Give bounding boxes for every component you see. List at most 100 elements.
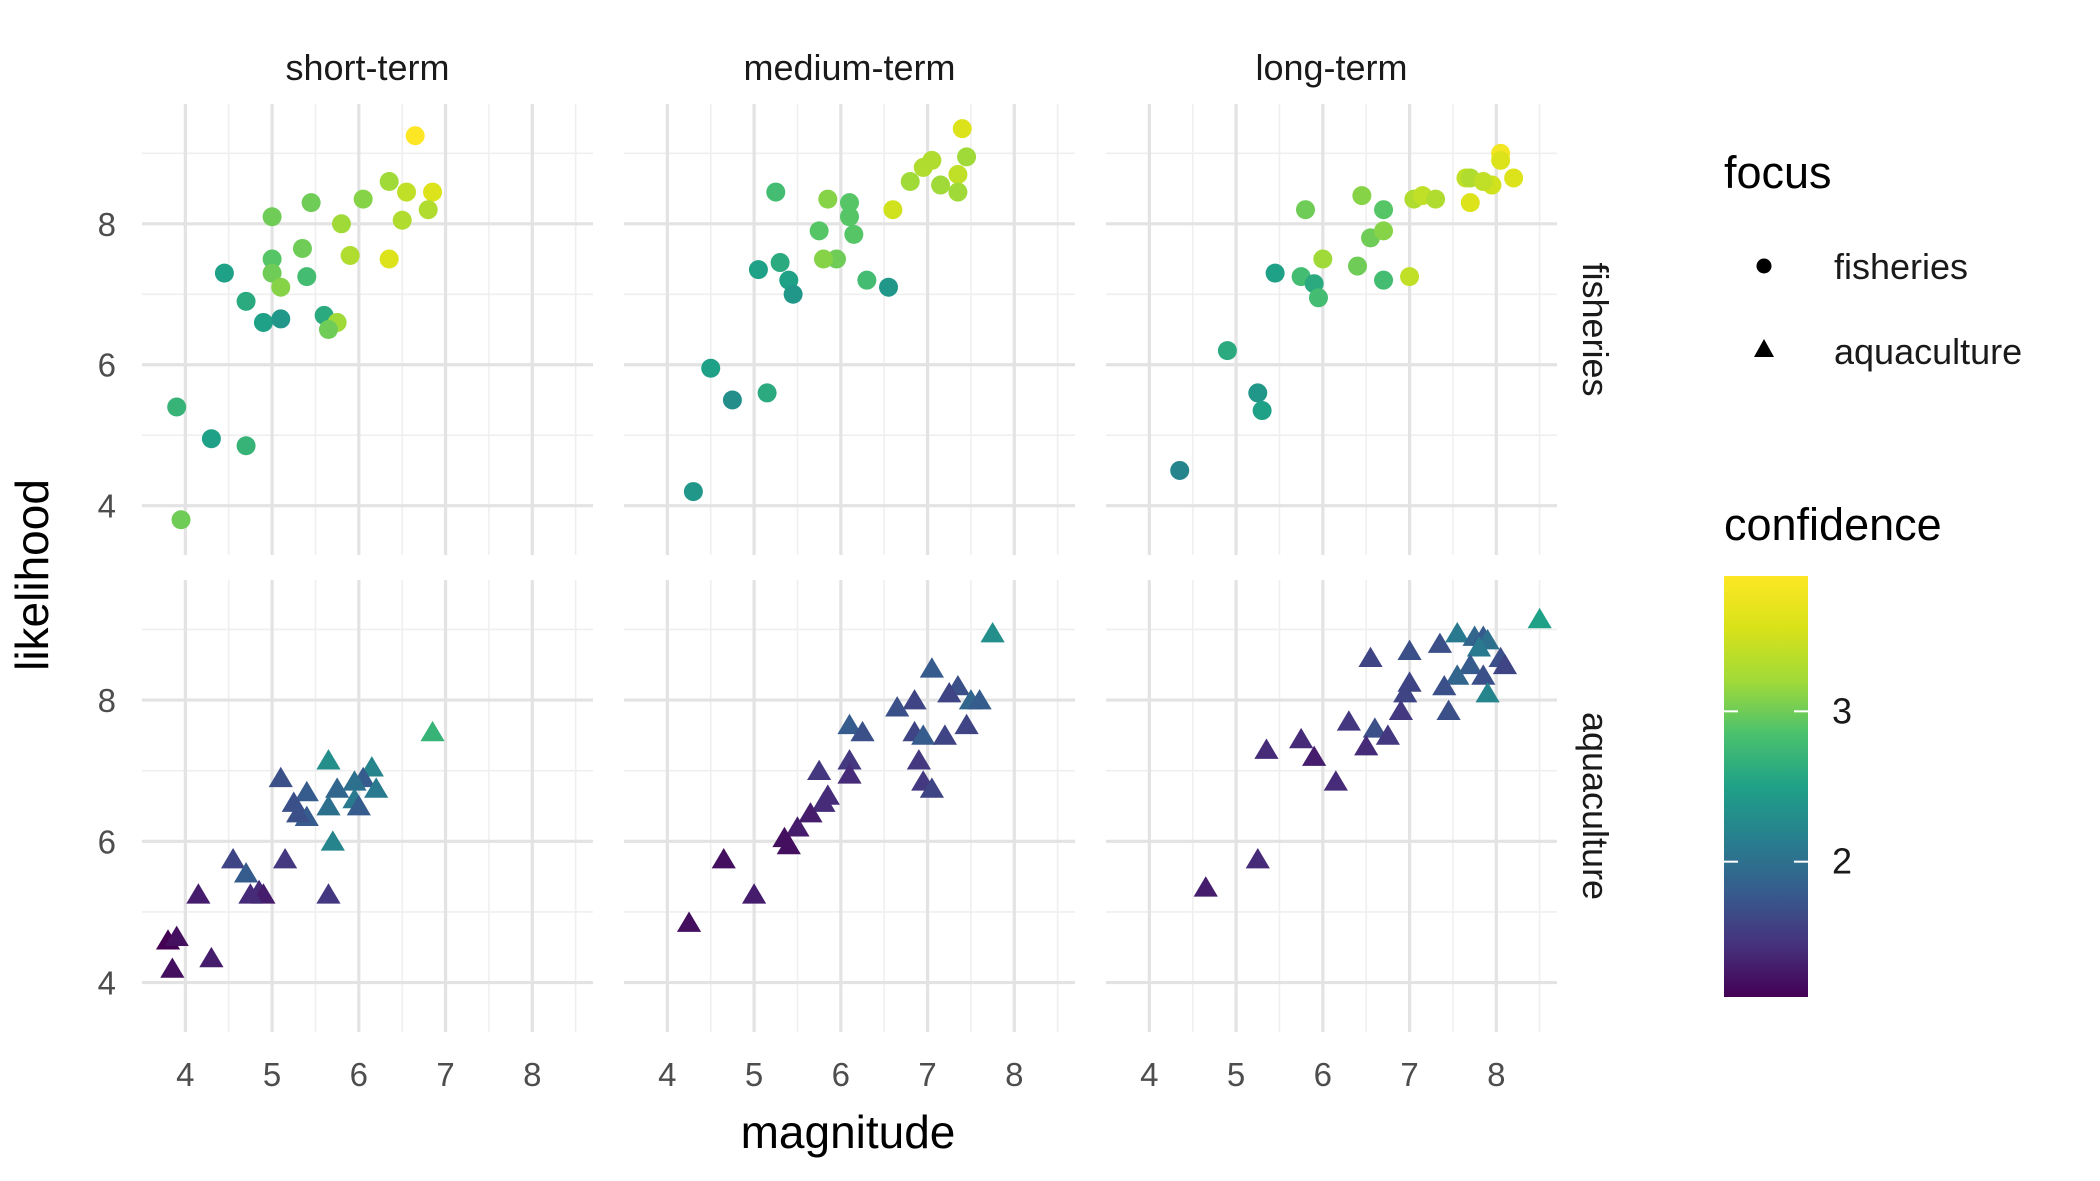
data-point bbox=[1265, 263, 1285, 283]
data-point bbox=[1352, 186, 1372, 206]
data-point bbox=[980, 621, 1005, 643]
x-tick-label: 7 bbox=[436, 1056, 454, 1093]
panel-fisheries-short-term bbox=[142, 104, 593, 555]
data-point bbox=[766, 182, 786, 202]
data-point bbox=[1252, 401, 1272, 421]
data-point bbox=[948, 182, 968, 202]
data-point bbox=[919, 777, 944, 798]
data-point bbox=[392, 210, 412, 230]
data-point bbox=[1308, 288, 1328, 308]
data-point bbox=[1170, 460, 1190, 480]
data-point bbox=[1374, 200, 1394, 220]
x-axis-title: magnitude bbox=[741, 1106, 956, 1158]
data-point bbox=[809, 221, 829, 241]
legend-key-triangle bbox=[1754, 339, 1774, 357]
x-tick-label: 5 bbox=[263, 1056, 281, 1093]
x-tick-label: 4 bbox=[658, 1056, 676, 1093]
x-tick-label: 6 bbox=[1314, 1056, 1332, 1093]
data-point bbox=[364, 777, 389, 798]
data-point bbox=[883, 200, 903, 220]
data-point bbox=[397, 182, 417, 202]
data-point bbox=[906, 749, 931, 770]
x-tick-label: 7 bbox=[918, 1056, 936, 1093]
data-point bbox=[253, 312, 273, 332]
data-point bbox=[318, 320, 338, 339]
data-point bbox=[1397, 671, 1422, 692]
colorbar-ticks: 23 bbox=[1724, 690, 1852, 882]
colorbar-tick-label: 2 bbox=[1832, 841, 1852, 882]
data-point bbox=[1475, 682, 1500, 703]
data-point bbox=[1348, 256, 1368, 276]
data-point bbox=[316, 795, 341, 816]
data-point bbox=[1289, 727, 1314, 749]
data-point bbox=[346, 795, 371, 816]
data-point bbox=[954, 713, 979, 735]
y-tick-label: 4 bbox=[98, 965, 116, 1002]
legend-title-focus: focus bbox=[1724, 147, 1832, 198]
legend-label-aquaculture: aquaculture bbox=[1834, 331, 2022, 372]
data-point bbox=[807, 759, 832, 781]
y-tick-label: 4 bbox=[98, 488, 116, 525]
data-point bbox=[262, 249, 282, 269]
data-point bbox=[1323, 770, 1348, 791]
data-point bbox=[301, 193, 321, 213]
facet-strips: short-term medium-term long-term fisheries a… bbox=[285, 47, 1616, 900]
data-point bbox=[273, 847, 298, 869]
data-point bbox=[857, 270, 877, 290]
data-point bbox=[236, 291, 256, 311]
data-point bbox=[783, 284, 803, 304]
data-point bbox=[919, 657, 944, 678]
strip-label-medium-term: medium-term bbox=[743, 47, 955, 88]
data-point bbox=[937, 682, 962, 703]
strip-label-aquaculture: aquaculture bbox=[1575, 712, 1616, 900]
data-point bbox=[379, 172, 399, 192]
data-point bbox=[885, 696, 910, 717]
data-point bbox=[1302, 745, 1327, 766]
data-point bbox=[741, 883, 767, 904]
data-point bbox=[186, 883, 211, 904]
data-point bbox=[1245, 847, 1270, 869]
data-point bbox=[757, 383, 777, 403]
data-point bbox=[1374, 221, 1394, 241]
data-point bbox=[683, 482, 703, 502]
data-point bbox=[1217, 341, 1237, 361]
data-point bbox=[1458, 653, 1483, 675]
data-point bbox=[748, 260, 768, 280]
legend-key-circle bbox=[1756, 258, 1772, 274]
data-point bbox=[297, 267, 317, 287]
x-tick-label: 5 bbox=[1227, 1056, 1245, 1093]
points-aquaculture-short-term bbox=[155, 720, 445, 978]
data-point bbox=[711, 847, 736, 869]
data-point bbox=[233, 862, 259, 883]
data-point bbox=[1193, 876, 1218, 897]
data-point bbox=[262, 207, 282, 227]
data-point bbox=[676, 911, 702, 932]
data-point bbox=[292, 238, 312, 258]
data-point bbox=[1354, 734, 1379, 756]
x-tick-label: 4 bbox=[1140, 1056, 1158, 1093]
data-point bbox=[770, 253, 790, 273]
data-point bbox=[340, 246, 360, 266]
x-tick-label: 5 bbox=[745, 1056, 763, 1093]
data-point bbox=[405, 126, 425, 146]
data-point bbox=[932, 724, 958, 745]
data-point bbox=[722, 390, 742, 410]
legend-label-fisheries: fisheries bbox=[1834, 246, 1968, 287]
data-point bbox=[776, 833, 801, 855]
data-point bbox=[911, 724, 936, 745]
panel-aquaculture-medium-term bbox=[624, 580, 1075, 1032]
data-point bbox=[171, 510, 191, 530]
points-aquaculture-medium-term bbox=[676, 621, 1005, 932]
data-point bbox=[294, 780, 319, 802]
data-point bbox=[1254, 738, 1279, 759]
data-point bbox=[785, 816, 810, 837]
data-point bbox=[952, 119, 972, 139]
data-point bbox=[286, 802, 311, 823]
data-point bbox=[1397, 639, 1422, 660]
colorbar bbox=[1724, 576, 1808, 997]
data-point bbox=[1427, 632, 1453, 653]
data-point bbox=[1295, 200, 1315, 220]
data-point bbox=[1466, 636, 1492, 657]
data-point bbox=[316, 749, 341, 770]
